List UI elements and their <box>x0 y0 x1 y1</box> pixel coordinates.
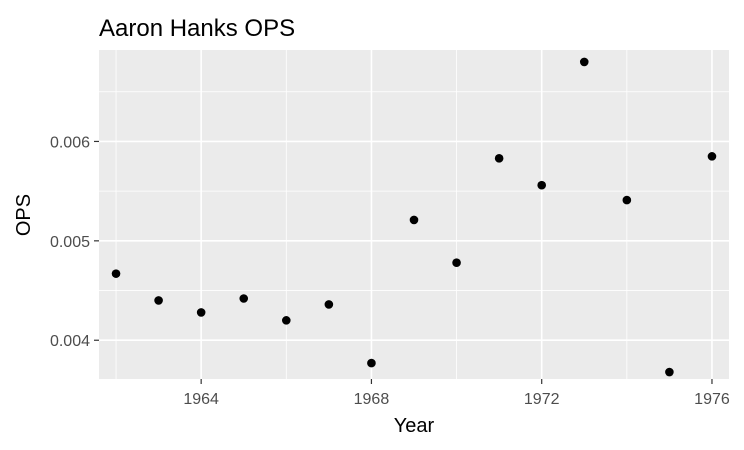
data-point <box>537 180 547 190</box>
x-tick-label: 1972 <box>524 391 560 408</box>
data-point <box>367 358 376 368</box>
x-axis-title: Year <box>394 415 435 437</box>
y-tick-labels: 0.004 0.005 0.006 <box>50 134 90 350</box>
data-point <box>409 215 419 225</box>
x-tick-labels: 1964 1968 1972 1976 <box>183 391 730 408</box>
data-point <box>494 154 504 163</box>
plot-panel <box>99 50 729 379</box>
data-point <box>196 308 206 317</box>
y-tick-label: 0.006 <box>50 134 90 151</box>
data-point <box>239 294 249 303</box>
x-tick-label: 1968 <box>354 391 390 408</box>
y-tick-label: 0.004 <box>50 333 90 350</box>
data-point <box>111 269 121 278</box>
data-point <box>579 57 589 67</box>
data-point <box>665 367 674 377</box>
x-tick-label: 1964 <box>183 391 219 408</box>
major-gridlines <box>99 50 729 379</box>
data-point <box>622 195 632 205</box>
data-points <box>111 57 717 377</box>
data-point <box>452 258 461 268</box>
data-point <box>707 152 717 161</box>
axis-ticks <box>94 140 713 384</box>
minor-gridlines <box>99 50 729 379</box>
y-axis-title: OPS <box>13 194 35 236</box>
x-tick-label: 1976 <box>694 391 730 408</box>
data-point <box>324 300 334 309</box>
data-point <box>154 296 163 305</box>
y-tick-label: 0.005 <box>50 234 90 251</box>
chart-title: Aaron Hanks OPS <box>99 15 295 42</box>
data-point <box>281 316 291 325</box>
